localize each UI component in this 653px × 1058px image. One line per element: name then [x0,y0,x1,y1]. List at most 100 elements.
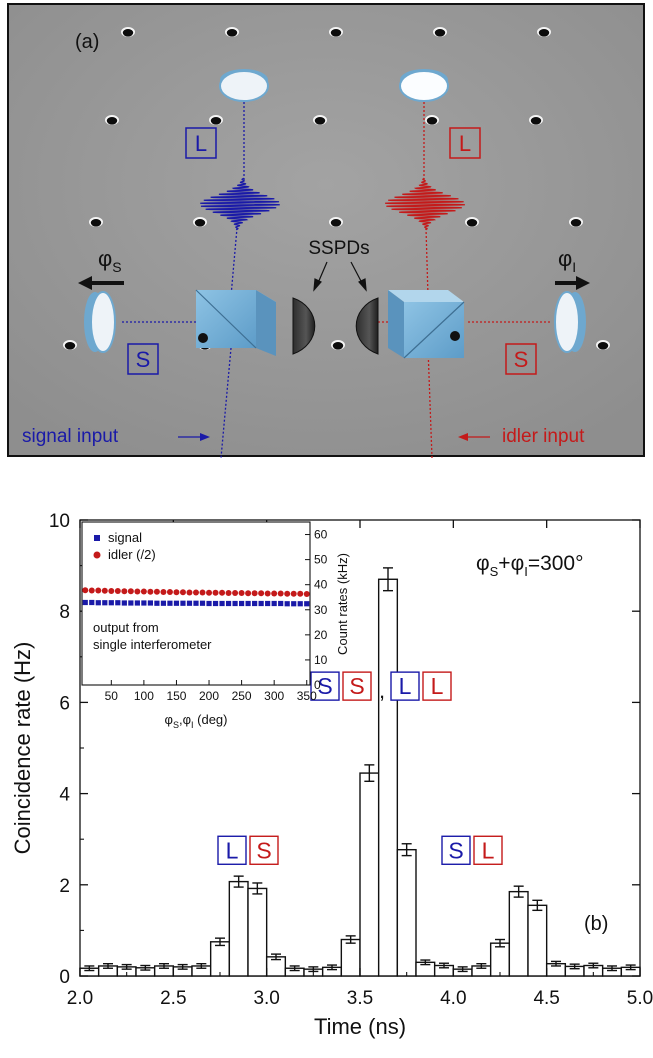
svg-text:L: L [399,673,412,699]
detector-right [355,297,379,355]
idler-point [290,590,297,597]
idler-point [166,588,173,595]
idler-input-arrow-icon [458,433,490,441]
signal-point [134,600,140,606]
signal-point [154,600,160,606]
mirror-left-movable [84,291,116,353]
signal-short-mode-box: S [127,343,159,375]
signal-point [291,601,297,607]
idler-input-label: idler input [502,426,585,447]
signal-point [128,600,134,606]
error-bar [513,885,524,898]
idler-point [297,590,304,597]
signal-point [160,600,167,606]
inset-y-tick-label: 30 [314,603,328,617]
y-tick-label: 0 [59,967,70,988]
inset-x-tick-label: 200 [199,689,219,703]
signal-point [147,600,153,606]
idler-point [271,590,278,597]
table-hole [209,115,223,125]
error-bar [569,963,580,970]
main-x-axis-label: Time (ns) [314,1014,406,1039]
x-tick-label: 2.5 [160,988,186,1009]
error-bar [271,953,281,961]
signal-point [199,600,206,606]
inset-y-tick-label: 60 [314,528,328,542]
inset-note-line-2: single interferometer [93,637,212,652]
histogram-bar [247,887,268,977]
table-hole [465,217,479,227]
x-tick-label: 4.5 [533,988,559,1009]
idler-point [199,589,206,596]
detector-left [292,297,316,355]
idler-point [303,590,310,597]
main-axis-ticks: 2.0 2.5 3.0 3.5 4.0 4.5 5.0 0 2 4 6 8 10 [49,511,653,1009]
histogram-bar [508,890,529,977]
idler-point [179,589,186,596]
inset-y-tick-label: 20 [314,628,328,642]
phi-i-label: φI [558,246,576,275]
idler-point [219,589,226,596]
error-bar [121,963,132,970]
histogram-bar [340,938,361,977]
histogram-bar [527,904,548,977]
inset-note-line-1: output from [93,620,159,635]
signal-point [219,600,225,607]
idler-wave-packet [385,177,465,231]
inset-y-tick-label: 0 [314,678,321,692]
mirror-top-right [399,69,449,102]
idler-short-mode-box: S [505,343,537,375]
signal-point [167,600,173,606]
beam-splitter-right [388,290,465,359]
signal-input-label: signal input [22,426,119,447]
signal-point [284,601,290,607]
signal-point [206,600,212,607]
error-bar [252,882,263,895]
right-arrow-icon [555,276,590,290]
error-bar [439,962,449,969]
idler-long-mode-box: L [449,127,481,159]
idler-point [88,587,95,594]
signal-point [108,600,114,606]
error-bar [159,962,169,969]
error-bar [140,964,151,971]
signal-beam-path [122,102,245,459]
signal-point [180,600,186,606]
mode-label-box: S [342,671,372,701]
error-bar [308,966,319,973]
error-bar [177,963,188,970]
legend-idler-marker [93,551,101,559]
error-bar [103,962,113,969]
detector-pointer-arrows [313,261,367,292]
signal-point [232,600,238,607]
idler-point [121,588,128,595]
table-hole [63,340,77,350]
histogram-bar [489,942,511,977]
mode-label-box: S [441,835,471,865]
inset-series-signal [82,599,310,607]
signal-point [225,600,232,607]
error-bar [588,962,599,969]
inset-x-tick-label: 250 [232,689,252,703]
error-bar [551,960,561,967]
signal-point [141,600,147,606]
svg-text:φS: φS [98,246,122,275]
histogram-bar [359,772,380,977]
mode-label-box: L [390,671,420,701]
inset-y-axis-label: Count rates (kHz) [335,553,350,655]
svg-text:S: S [256,837,271,863]
error-bar [215,937,225,947]
error-bar [383,567,393,592]
svg-text:S: S [448,837,463,863]
sspds-label: SSPDs [308,238,369,259]
inset-y-tick-label: 50 [314,553,328,567]
idler-point [245,590,252,597]
idler-point [101,587,108,594]
idler-point [212,589,219,596]
peak-mode-labels: L SS S, L LS L [217,671,503,865]
idler-point [258,590,265,597]
error-bar [345,935,356,944]
signal-point [115,600,121,606]
histogram-bar [228,880,249,977]
